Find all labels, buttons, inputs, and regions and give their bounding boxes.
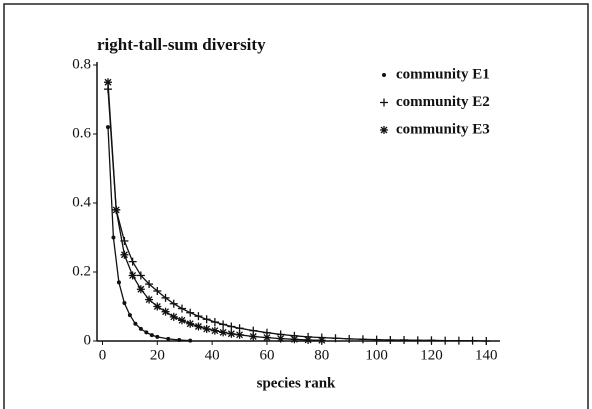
marker [116,280,121,285]
marker [227,322,236,331]
x-tick-label: 120 [420,347,443,363]
marker [441,336,450,345]
legend-label: community E2 [396,94,490,110]
x-tick-label: 40 [205,347,220,363]
marker [400,335,409,344]
legend-label: community E3 [396,121,490,137]
marker [153,302,162,311]
marker [133,321,138,326]
x-axis-label: species rank [257,375,336,391]
marker [169,299,178,308]
marker [145,280,154,289]
marker [468,336,477,345]
y-tick-label: 0.6 [72,125,91,141]
marker [380,126,388,134]
marker [166,336,171,341]
marker [112,205,121,214]
x-tick-label: 100 [365,347,388,363]
x-tick-label: 0 [99,347,107,363]
marker [454,336,463,345]
marker [186,308,195,317]
y-tick-label: 0.8 [72,56,91,72]
marker [386,335,395,344]
x-tick-label: 60 [259,347,274,363]
marker [153,286,162,295]
marker [202,315,211,324]
marker [219,320,228,329]
marker [227,329,236,338]
marker [210,326,219,335]
marker [290,335,299,344]
frame [3,3,589,409]
marker [413,336,422,345]
marker [331,334,340,343]
marker [122,301,127,306]
x-tick-label: 20 [150,347,165,363]
marker [235,330,244,339]
y-tick-label: 0 [84,332,92,348]
marker [194,322,203,331]
marker [317,336,326,345]
marker [105,125,110,130]
marker [128,271,137,280]
marker [194,312,203,321]
marker [127,313,132,318]
marker [372,335,381,344]
marker [380,98,388,107]
marker [136,271,145,280]
series-line [107,82,322,341]
marker [482,337,491,345]
x-tick-label: 80 [314,347,329,363]
marker [210,318,219,327]
marker [202,324,211,333]
y-tick-label: 0.2 [72,263,91,279]
marker [103,78,112,87]
marker [262,333,271,342]
marker [358,335,367,344]
y-tick-label: 0.4 [72,194,91,210]
marker [188,338,193,343]
marker [249,332,258,341]
marker [111,235,116,240]
marker [128,257,137,266]
marker [304,335,313,344]
marker [145,295,154,304]
marker [177,316,186,325]
marker [427,336,436,345]
marker [177,337,182,342]
chart-title: right-tall-sum diversity [97,35,266,54]
marker [177,304,186,313]
marker [136,285,145,294]
marker [345,334,354,343]
marker [144,330,149,335]
marker [161,307,170,316]
legend-label: community E1 [396,66,490,82]
marker [161,293,170,302]
marker [169,312,178,321]
marker [186,319,195,328]
marker [219,328,228,337]
marker [120,250,129,259]
marker [138,326,143,331]
marker [155,334,160,339]
marker [276,334,285,343]
marker [382,73,386,77]
marker [149,333,154,338]
x-tick-label: 140 [475,347,498,363]
